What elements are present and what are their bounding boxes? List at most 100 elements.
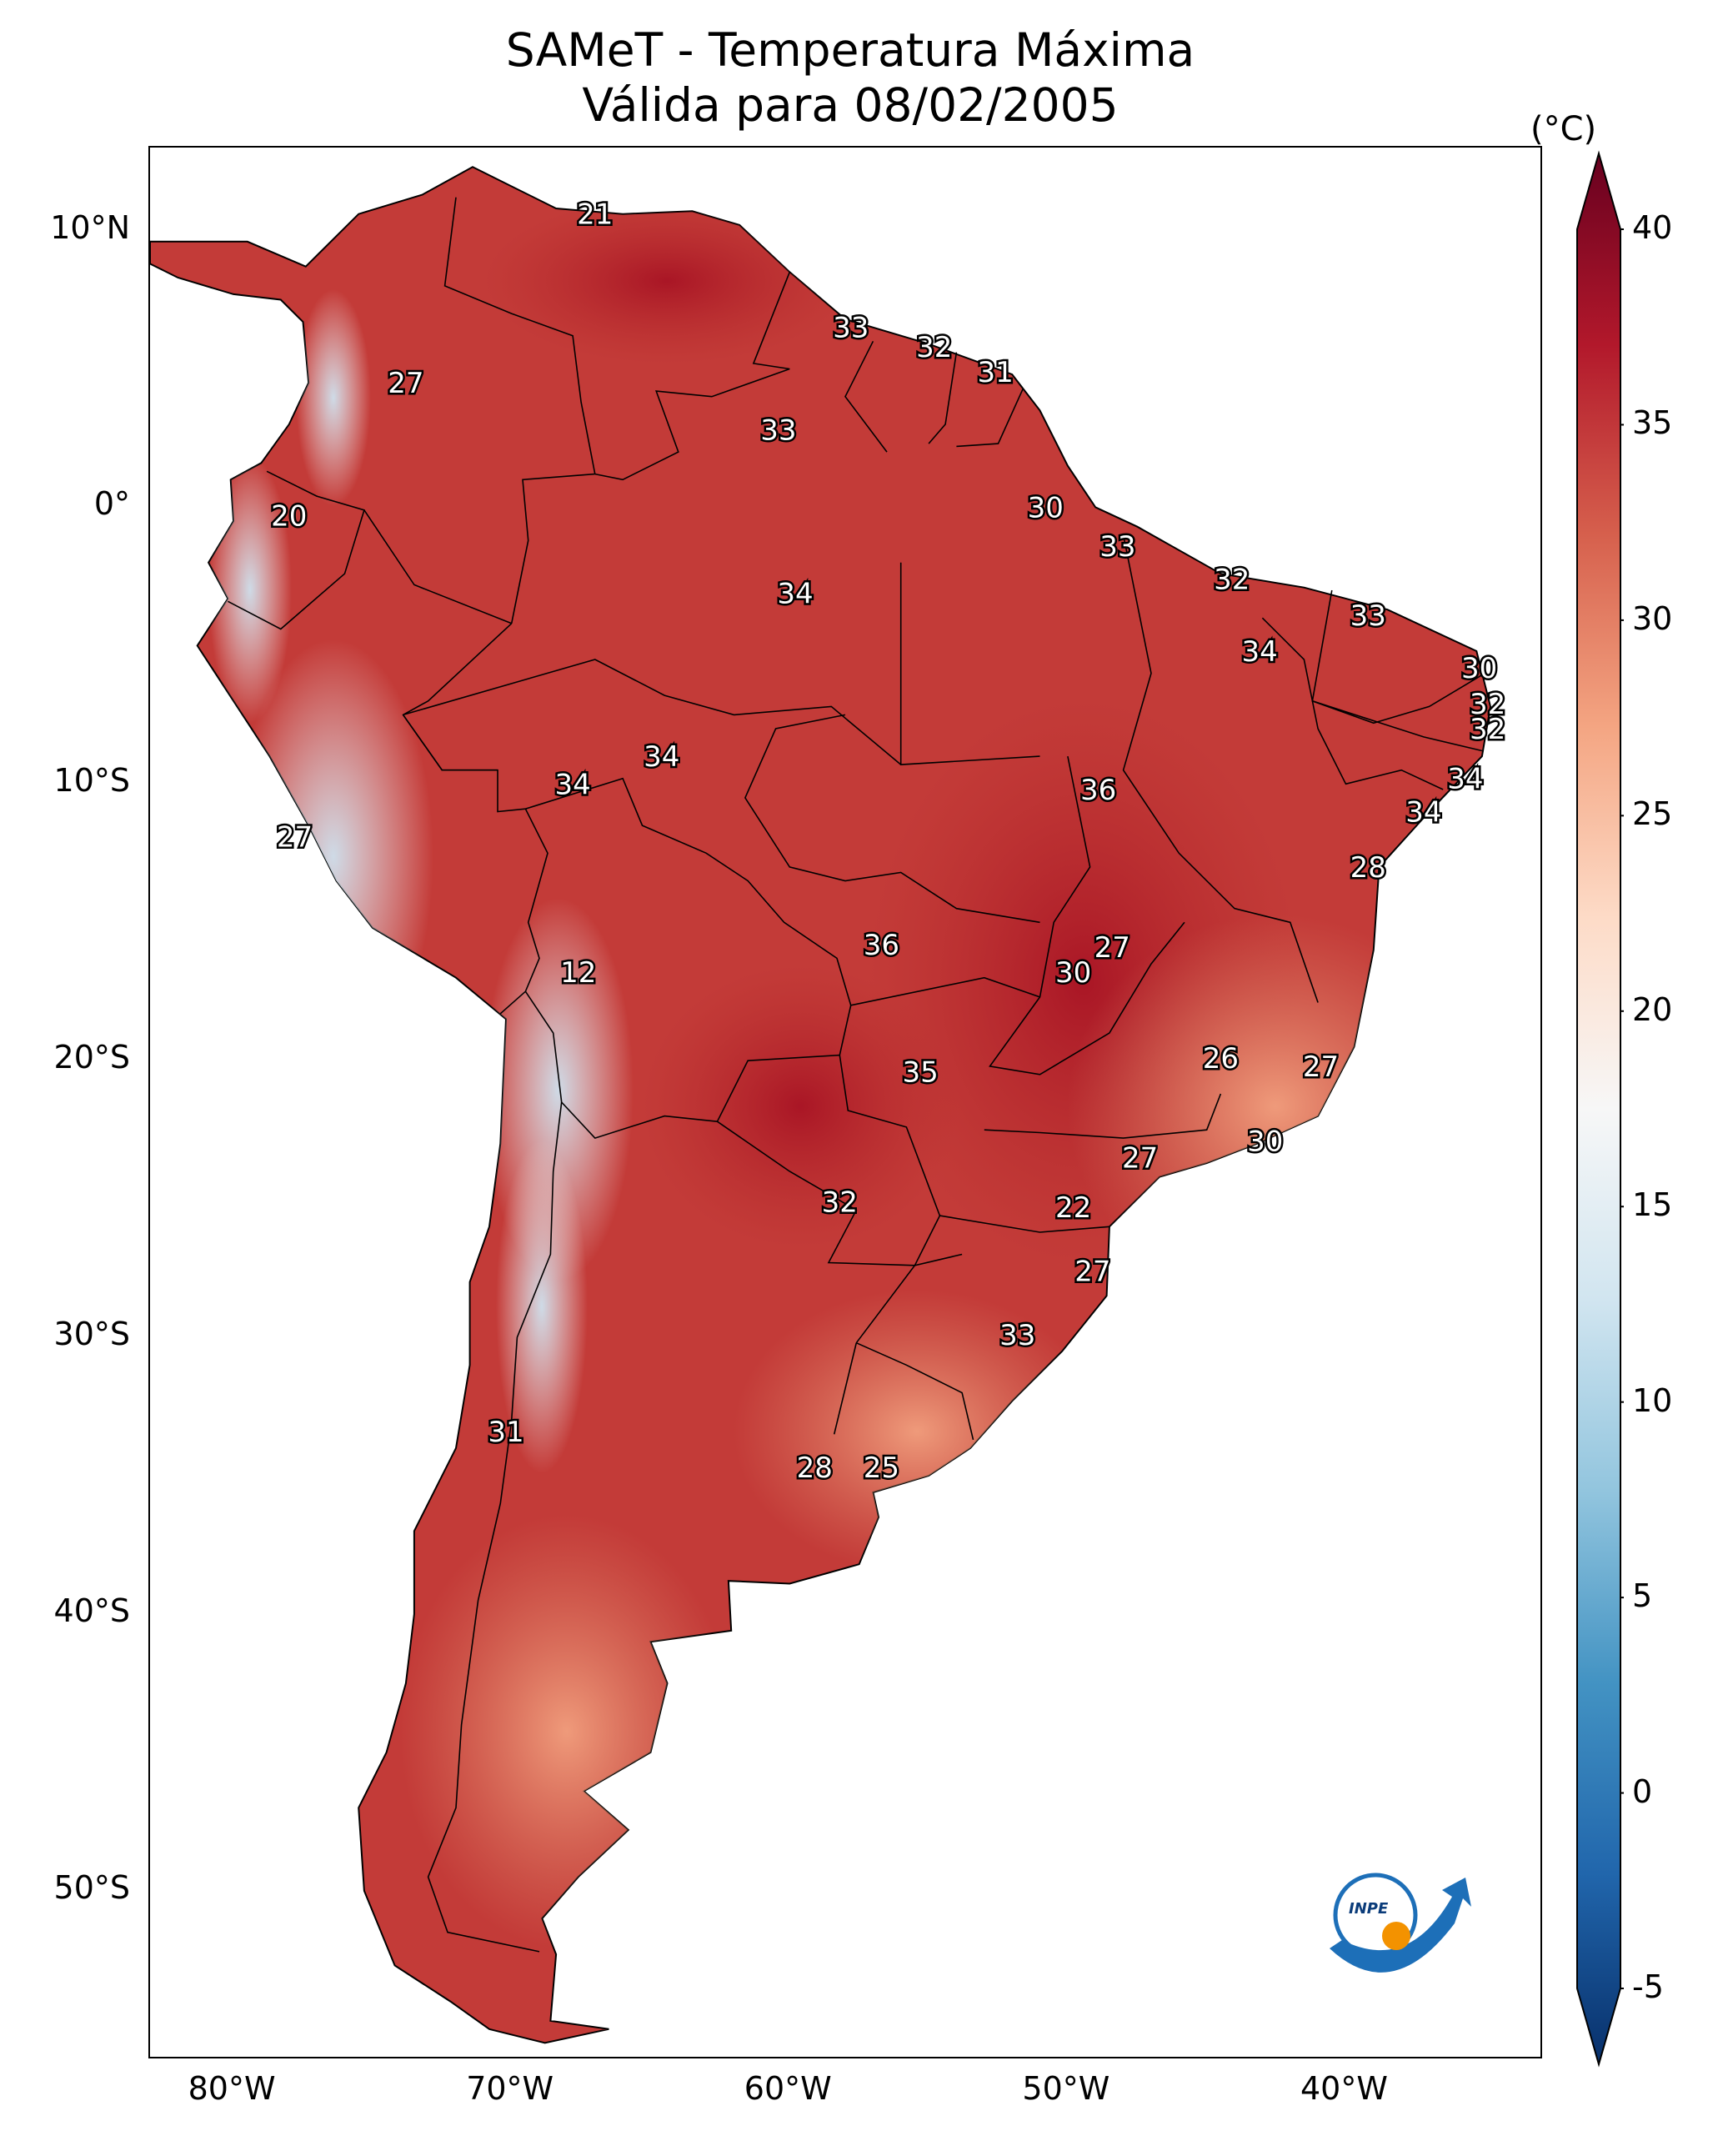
hot-zone-chaco <box>642 965 959 1248</box>
border-line <box>844 340 888 453</box>
colorbar <box>1576 150 1624 2068</box>
temperature-label: 34 <box>644 740 679 774</box>
temperature-label: 33 <box>833 312 869 345</box>
colorbar-tick-label: 25 <box>1632 795 1673 833</box>
hot-zone-venezuela <box>483 198 850 364</box>
border-line <box>855 1253 963 1344</box>
colorbar-tick-label: 10 <box>1632 1381 1673 1419</box>
border-line <box>855 1341 974 1441</box>
latitude-tick-label: 50°S <box>53 1868 130 1906</box>
latitude-tick-label: 40°S <box>53 1592 130 1629</box>
map-title: SAMeT - Temperatura Máxima <box>505 23 1195 77</box>
temperature-label: 34 <box>1241 635 1277 669</box>
longitude-tick-label: 70°W <box>466 2070 554 2107</box>
temperature-label: 35 <box>902 1056 938 1090</box>
latitude-tick-label: 30°S <box>53 1316 130 1353</box>
colorbar-tick-label: 35 <box>1632 404 1673 442</box>
temperature-label: 25 <box>864 1452 899 1485</box>
logo-text: INPE <box>1349 1900 1389 1918</box>
temperature-field <box>150 166 1492 2044</box>
temperature-label: 20 <box>271 499 307 533</box>
temperature-label: 34 <box>1405 796 1441 830</box>
country-borders <box>228 197 1485 1953</box>
border-line <box>510 473 595 624</box>
temperature-label: 22 <box>1055 1191 1091 1225</box>
border-line <box>594 272 791 481</box>
temperature-label: 30 <box>1028 491 1064 524</box>
border-line <box>717 1121 941 1266</box>
temperature-label: 32 <box>1214 564 1250 597</box>
map-subtitle: Válida para 08/02/2005 <box>582 78 1119 132</box>
temperature-label: 27 <box>388 367 423 400</box>
border-line <box>499 808 548 1015</box>
logo-orange-dot <box>1382 1922 1410 1950</box>
temperature-label: 33 <box>1350 599 1386 633</box>
warm-zone-southeast-brazil <box>1067 915 1484 1298</box>
longitude-tick-label: 60°W <box>744 2070 832 2107</box>
colorbar-ticks <box>1620 228 1624 1989</box>
border-line <box>1312 700 1483 752</box>
temperature-label: 36 <box>1080 774 1116 807</box>
border-line <box>524 990 718 1140</box>
temperature-label: 36 <box>864 929 899 962</box>
border-line <box>939 1215 1109 1233</box>
map-panel: 21 33 32 31 27 33 20 30 33 32 34 33 34 30 32 32 34 34 34 36… <box>148 146 1542 2058</box>
border-line <box>1261 617 1444 790</box>
border-line <box>989 755 1185 1075</box>
longitude-tick-label: 80°W <box>188 2070 276 2107</box>
border-line <box>928 352 958 444</box>
inpe-logo: INPE <box>1330 1873 1471 1973</box>
temperature-label: 21 <box>577 198 613 232</box>
temperature-label: 34 <box>777 577 813 610</box>
temperature-label: 12 <box>560 956 596 990</box>
border-line <box>525 777 852 1055</box>
border-line <box>403 659 902 765</box>
longitude-tick-label: 50°W <box>1022 2070 1110 2107</box>
temperature-label: 34 <box>1447 763 1483 796</box>
warm-zone-patagonia <box>400 1515 734 1948</box>
colorbar-tick-label: 5 <box>1632 1577 1653 1615</box>
temperature-label: 33 <box>999 1319 1035 1352</box>
warm-zone-uruguay <box>734 1290 1100 1573</box>
cool-zone-chile-andes <box>496 1140 588 1473</box>
border-line <box>850 976 1040 1006</box>
border-line <box>427 1101 563 1953</box>
border-line <box>984 1093 1222 1139</box>
border-line <box>956 388 1024 448</box>
colorbar-tick-label: 30 <box>1632 599 1673 637</box>
temperature-label: 32 <box>1470 688 1505 721</box>
temperature-label: 27 <box>1122 1141 1158 1175</box>
latitude-tick-label: 0° <box>93 485 130 523</box>
temperature-label: 30 <box>1461 652 1497 685</box>
border-line <box>1122 534 1319 1003</box>
colorbar-tick-label: 0 <box>1632 1772 1653 1810</box>
border-line <box>716 1054 941 1216</box>
border-line <box>833 1342 858 1435</box>
temperature-label: 31 <box>977 356 1013 389</box>
temperature-label: 32 <box>1470 713 1505 746</box>
temperature-label: 30 <box>1055 956 1091 990</box>
latitude-tick-label: 10°N <box>50 208 130 246</box>
temperature-label: 31 <box>488 1416 523 1449</box>
latitude-tick-label: 20°S <box>53 1039 130 1076</box>
border-line <box>443 197 596 474</box>
colorbar-tick-label: 20 <box>1632 990 1673 1028</box>
temperature-label: 34 <box>554 768 590 801</box>
temperature-label: 28 <box>797 1452 833 1485</box>
longitude-tick-label: 40°W <box>1300 2070 1388 2107</box>
temperature-label: 27 <box>1094 931 1130 965</box>
temperature-label: 27 <box>1074 1255 1110 1288</box>
colorbar-tick-label: 15 <box>1632 1186 1673 1224</box>
colorbar-tick-label: -5 <box>1632 1968 1664 2005</box>
temperature-label: 27 <box>1303 1050 1339 1084</box>
colorbar-gradient <box>1576 150 1621 2068</box>
border-line <box>744 714 1040 924</box>
temperature-label: 26 <box>1203 1042 1239 1075</box>
border-line <box>363 509 512 624</box>
border-line <box>1311 589 1485 725</box>
temperature-label: 32 <box>822 1186 858 1220</box>
temperature-label: 33 <box>1099 530 1135 564</box>
border-line <box>402 714 498 771</box>
colorbar-unit: (°C) <box>1530 110 1597 148</box>
latitude-tick-label: 10°S <box>53 762 130 800</box>
